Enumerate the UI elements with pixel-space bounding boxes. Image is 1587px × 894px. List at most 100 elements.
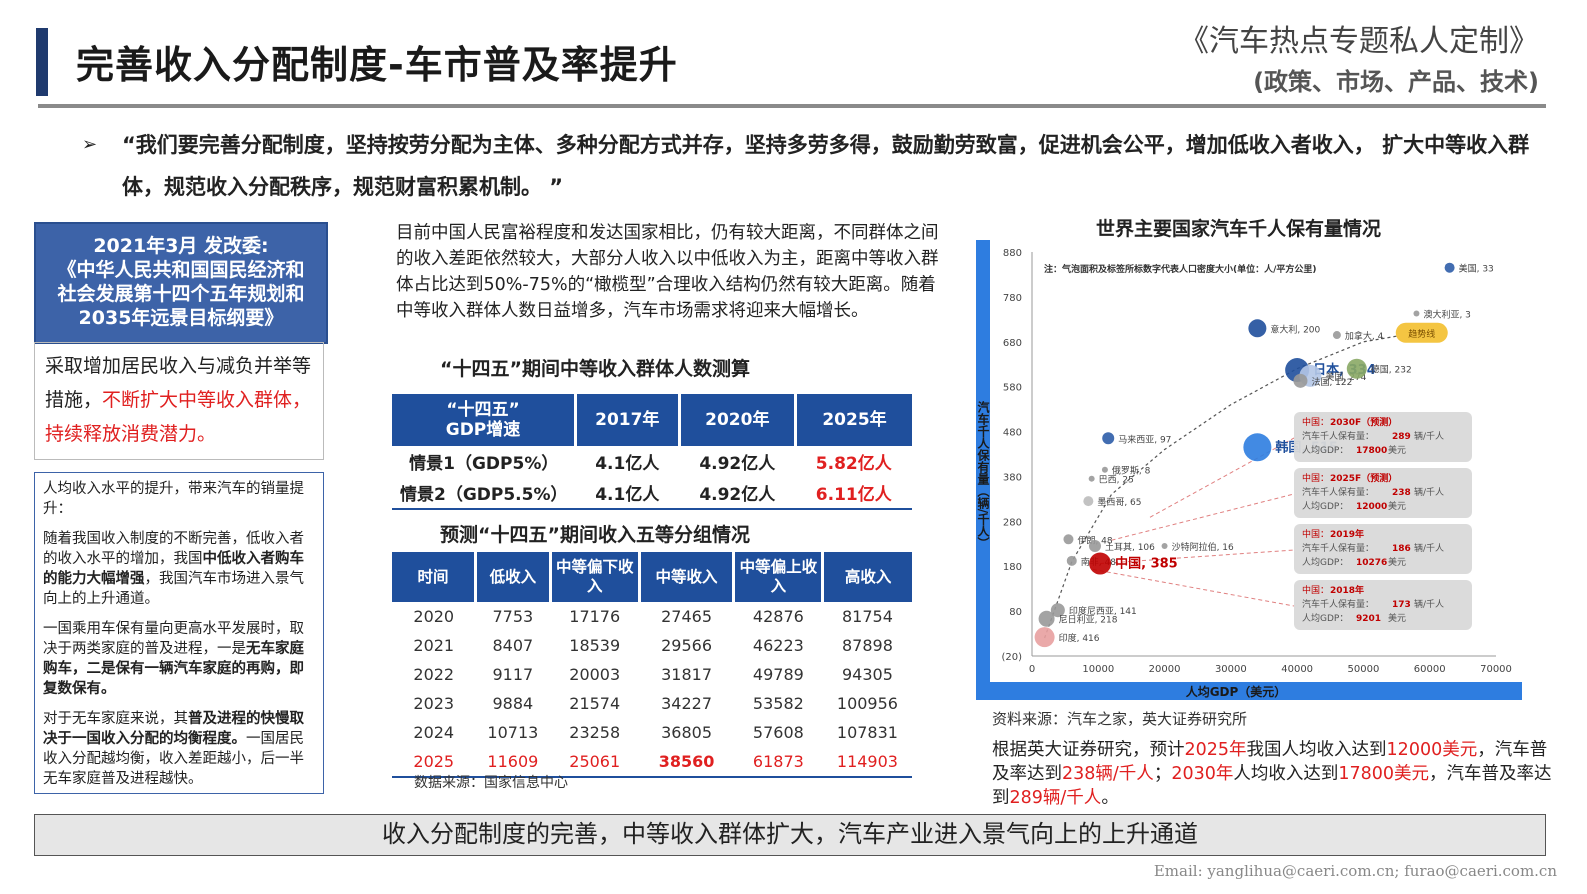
data-point-label: 法国, 122: [1311, 376, 1352, 388]
table-cell: 17176: [569, 607, 621, 626]
page-title: 完善收入分配制度-车市普及率提升: [76, 43, 678, 87]
note-text: 我国人均收入达到: [1246, 740, 1387, 760]
callout-gdp-label: 人均GDP：: [1302, 612, 1348, 624]
callout-gdp-value: 12000: [1356, 502, 1387, 512]
policy-quote: ➢ “我们要完善分配制度，坚持按劳分配为主体、多种分配方式并存，坚持多劳多得，鼓…: [82, 124, 1532, 208]
y-tick-label: 180: [1003, 562, 1022, 573]
data-point: [1413, 310, 1420, 317]
table-row: 情景2（GDP5.5%） 4.1亿人 4.92亿人 6.11亿人: [392, 477, 912, 510]
callout-year: 2030F（预测）: [1330, 416, 1397, 428]
table-cell: 18539: [569, 636, 621, 655]
callout-own-label: 汽车千人保有量：: [1302, 598, 1374, 610]
note-text: ；: [1153, 764, 1172, 784]
table-cell: 2020: [413, 607, 455, 626]
data-point: [1346, 358, 1367, 379]
chart-x-frame: [976, 682, 1522, 700]
income-para-1: 人均收入水平的提升，带来汽车的销量提升：: [43, 481, 304, 517]
chart-note: 注：气泡面积及标签所标数字代表人口密度大小(单位：人/平方公里): [1044, 263, 1317, 275]
data-point-label: 意大利, 200: [1270, 323, 1320, 335]
data-point: [1444, 262, 1455, 273]
x-tick-label: 10000: [1082, 664, 1114, 675]
callout-year: 2018年: [1330, 584, 1364, 596]
table-cell: 27465: [661, 607, 712, 626]
table-cell: 34227: [661, 694, 712, 713]
plan-line-3: 社会发展第十四个五年规划和: [57, 283, 305, 305]
forecast-note: 根据英大证券研究，预计2025年我国人均收入达到12000美元，汽车普及率达到2…: [992, 738, 1552, 810]
table-cell: 2023: [413, 694, 455, 713]
income-para-4-b: 普及进程的快慢取决于一国收入分配的均衡程度。: [43, 711, 304, 747]
table-cell: 107831: [836, 723, 898, 742]
note-text: 人均收入达到: [1233, 764, 1339, 784]
data-point: [1089, 552, 1112, 575]
table2-header: 高收入: [822, 552, 912, 602]
table2-header: 中等偏上收入: [733, 552, 825, 602]
chart-title: 世界主要国家汽车千人保有量情况: [1096, 218, 1382, 240]
title-divider: [38, 104, 1546, 108]
callout-own-unit: 辆/千人: [1414, 486, 1444, 498]
callout-gdp-unit: 美元: [1388, 612, 1406, 624]
data-point-label: 巴西, 25: [1099, 475, 1134, 486]
china-callout-box: [1294, 468, 1472, 518]
plan-line-1: 2021年3月 发改委:: [93, 235, 269, 257]
table-cell: 2022: [413, 665, 455, 684]
x-tick-label: 40000: [1281, 664, 1313, 675]
income-explain-box: 人均收入水平的提升，带来汽车的销量提升： 随着我国收入制度的不断完善，低收入者的…: [34, 472, 324, 794]
table1-header: 2025年: [795, 394, 912, 446]
data-point-label: 印度, 416: [1059, 632, 1100, 644]
y-tick-label: 780: [1003, 293, 1022, 304]
table-cell: 4.1亿人: [575, 477, 680, 510]
highlight-pill-label: 趋势线: [1408, 328, 1435, 340]
note-text: 根据英大证券研究，预计: [992, 740, 1185, 760]
note-highlight: 2030年: [1171, 764, 1234, 784]
callout-gdp-value: 9201: [1356, 614, 1381, 624]
callout-own-value: 238: [1392, 488, 1411, 498]
y-tick-label: 80: [1009, 607, 1022, 618]
brand-subtitle: (政策、市场、产品、技术): [1253, 68, 1539, 96]
callout-own-value: 186: [1392, 544, 1411, 554]
table-cell: 21574: [569, 694, 621, 713]
china-callout-box: [1294, 412, 1472, 462]
data-point-label: 土耳其, 106: [1105, 541, 1155, 553]
data-point: [1088, 540, 1101, 553]
callout-link: [1149, 437, 1295, 518]
x-tick-label: 70000: [1480, 664, 1512, 675]
data-point-label: 澳大利亚, 3: [1423, 308, 1470, 320]
data-point-label: 俄罗斯, 8: [1112, 465, 1151, 477]
ownership-bubble-chart: 汽车千人保有量（辆/千人） 人均GDP（美元） (20) 80 180 280 380 480…: [976, 240, 1522, 700]
data-point-label: 美国, 33: [1459, 263, 1494, 275]
table-cell: 25061: [550, 747, 640, 778]
callout-country: 中国：: [1302, 416, 1329, 428]
plan-line-2: 《中华人民共和国国民经济和: [57, 259, 305, 281]
table1-header: 2020年: [679, 394, 798, 446]
callout-gdp-value: 17800: [1356, 446, 1387, 456]
table-cell: 53582: [752, 694, 804, 713]
table-cell: 94305: [841, 665, 893, 684]
contact-email: Email: yanglihua@caeri.com.cn; furao@cae…: [1153, 862, 1557, 880]
callout-own-unit: 辆/千人: [1414, 598, 1444, 610]
note-highlight: 2025年: [1184, 740, 1247, 760]
callout-own-unit: 辆/千人: [1414, 542, 1444, 554]
table-cell: 36805: [661, 723, 712, 742]
table-row: 2025 11609 25061 38560 61873 114903: [392, 747, 912, 778]
table-cell: 2021: [413, 636, 455, 655]
table1-title: “十四五”期间中等收入群体人数测算: [440, 358, 750, 380]
table-cell: 100956: [836, 694, 898, 713]
table-row: 2021 8407 18539 29566 46223 87898: [392, 631, 912, 660]
table-row: 2024 10713 23258 36805 57608 107831: [392, 718, 912, 747]
data-point-label: 沙特阿拉伯, 16: [1172, 541, 1234, 553]
table-cell: 23258: [569, 723, 621, 742]
x-tick-label: 60000: [1414, 664, 1446, 675]
table-cell-highlight: 5.82亿人: [815, 454, 892, 474]
income-para-3-a: 一国乘用车保有量向更高水平发展时，取决于两类家庭的普及进程，一是: [43, 621, 304, 657]
table2-header: 低收入: [475, 552, 552, 602]
note-text: 。: [1101, 788, 1119, 808]
table-cell: 2025: [392, 747, 476, 778]
table-cell: 31817: [661, 665, 712, 684]
table1-header-row: “十四五” GDP增速 2017年 2020年 2025年: [392, 394, 912, 446]
callout-country: 中国：: [1302, 584, 1329, 596]
table-row: 2020 7753 17176 27465 42876 81754: [392, 602, 912, 631]
table-row: 情景1（GDP5%） 4.1亿人 4.92亿人 5.82亿人: [392, 446, 912, 477]
table2-header-row: 时间 低收入 中等偏下收入 中等收入 中等偏上收入 高收入: [392, 552, 912, 602]
note-highlight: 289辆/千人: [1009, 788, 1102, 808]
income-para-2-a: 随着我国收入制度的不断完善，低收入者的收入水平的增加，我国: [43, 531, 304, 567]
